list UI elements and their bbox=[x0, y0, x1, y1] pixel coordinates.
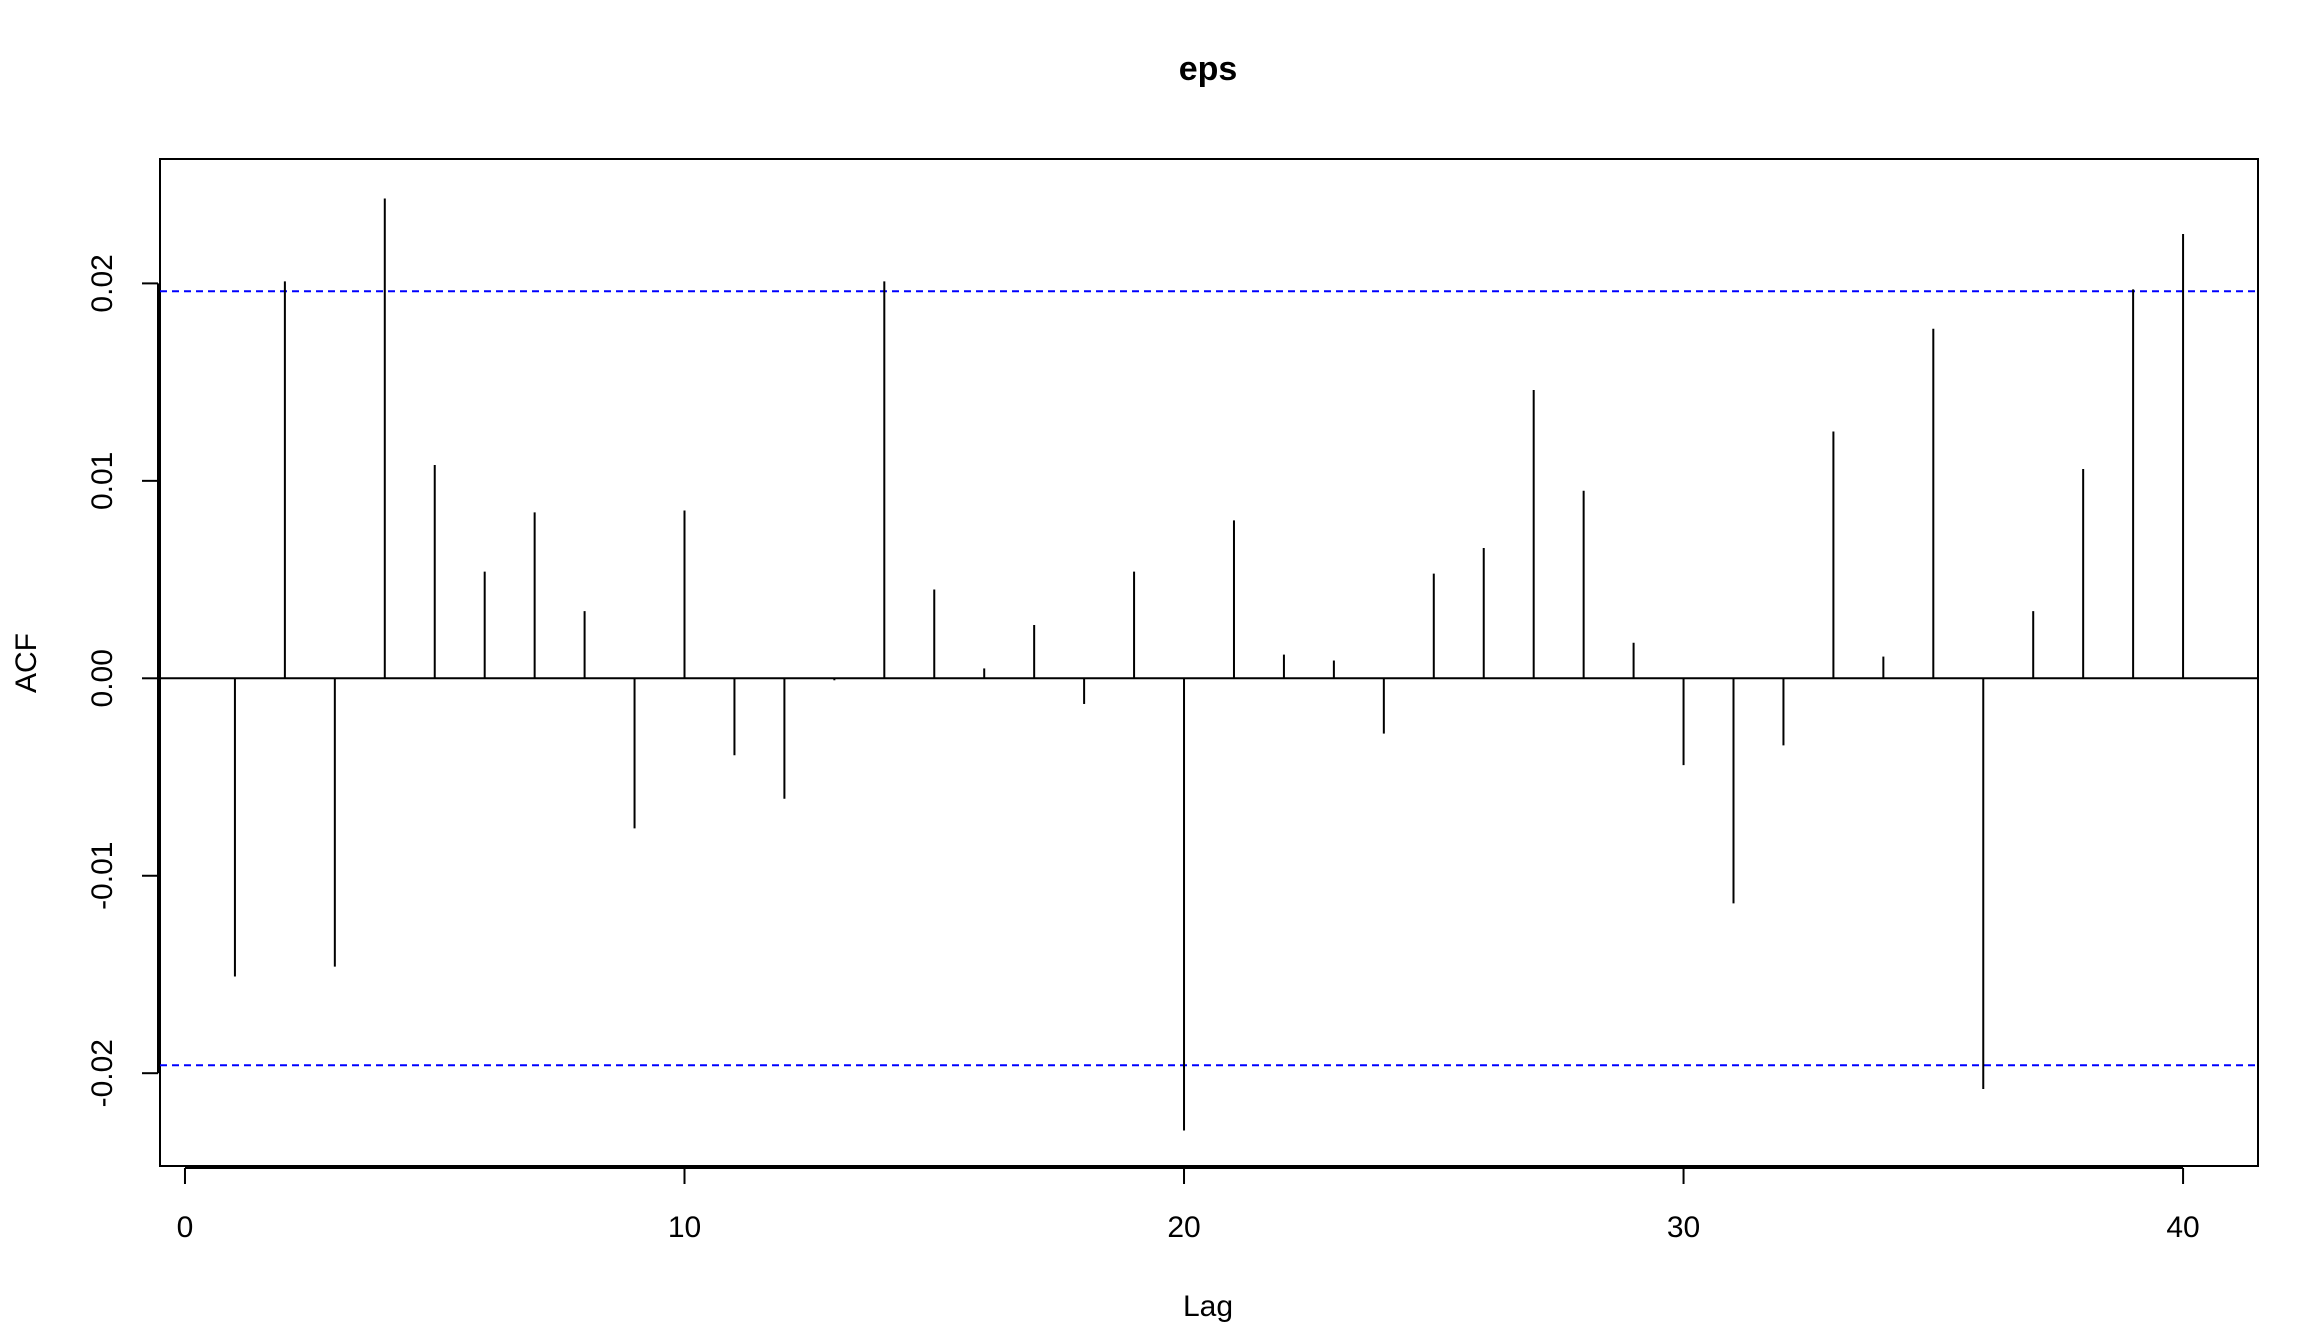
chart-title: eps bbox=[1179, 50, 1238, 88]
y-tick-label-1: -0.01 bbox=[86, 842, 119, 910]
y-tick-label-4: 0.02 bbox=[86, 254, 119, 312]
marks-group bbox=[160, 198, 2258, 1131]
y-axis-label: ACF bbox=[10, 633, 43, 693]
y-tick-label-0: -0.02 bbox=[86, 1039, 119, 1107]
y-tick-label-3: 0.01 bbox=[86, 452, 119, 510]
x-axis: 0 10 20 30 40 bbox=[177, 1167, 2200, 1244]
x-tick-label-20: 20 bbox=[1167, 1211, 1200, 1244]
x-tick-label-0: 0 bbox=[177, 1211, 194, 1244]
x-tick-label-10: 10 bbox=[668, 1211, 701, 1244]
x-tick-label-40: 40 bbox=[2166, 1211, 2199, 1244]
y-axis: -0.02 -0.01 0.00 0.01 0.02 bbox=[86, 254, 159, 1107]
y-tick-label-2: 0.00 bbox=[86, 649, 119, 707]
plot-frame bbox=[159, 158, 2259, 1167]
x-axis-label: Lag bbox=[1183, 1290, 1233, 1323]
x-tick-label-30: 30 bbox=[1667, 1211, 1700, 1244]
